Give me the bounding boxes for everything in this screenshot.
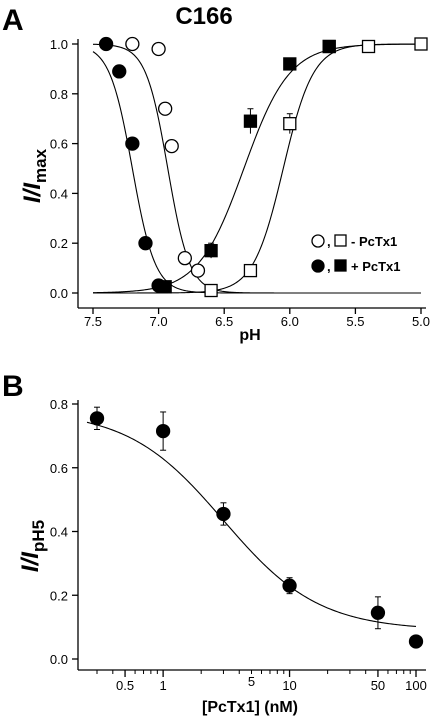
panel-a-point-open-circle: [158, 101, 173, 116]
legend-filled-circle-icon: [311, 259, 325, 273]
panel-a-point-open-square: [204, 283, 218, 298]
panel-a-x-tick-label: 6.5: [215, 314, 233, 329]
panel-a-x-tick-label: 7.0: [150, 314, 168, 329]
legend-filled-square-icon: [334, 259, 347, 272]
panel-b-point-filled-circle: [408, 634, 424, 649]
panel-b-fit-curve-line: [86, 421, 417, 628]
panel-a-y-tick-label: 0.0: [50, 286, 68, 301]
panel-b-ylabel-main: I/I: [17, 551, 44, 572]
panel-a-x-tick-label: 6.0: [281, 314, 299, 329]
legend-sep-2: ,: [327, 259, 331, 274]
panel-b-x-tick-label: 1: [160, 678, 167, 693]
panel-a-ylabel-sub: max: [31, 148, 50, 183]
panel-a-legend: , - PcTx1 , + PcTx1: [311, 234, 401, 274]
panel-a-plot: 7.5 7.0 6.5 6.0 5.5 5.0 0.0 0.2 0.4 0.6 0.8 1.0: [50, 36, 430, 329]
panel-a-point-filled-square: [204, 244, 218, 258]
panel-b-x-mid-label: 5: [248, 674, 255, 689]
panel-a-point-open-square: [361, 39, 376, 54]
panel-a-ticks: 7.5 7.0 6.5 6.0 5.5 5.0 0.0 0.2 0.4 0.6 0.8 1.0: [50, 37, 430, 329]
panel-a-data-points: [98, 36, 428, 298]
legend-sep-1: ,: [327, 234, 331, 249]
panel-b-plot: 0.5 1 10 50 100 5 0.0 0.2 0.4 0.6 0.8: [50, 397, 427, 693]
panel-a-fit-curves: [92, 43, 422, 294]
panel-b-xlabel: [PcTx1] (nM): [202, 699, 298, 716]
panel-b-ylabel-sub: pH5: [29, 520, 48, 552]
panel-a-y-tick-label: 0.4: [50, 186, 68, 201]
panel-a-point-open-square: [414, 37, 428, 51]
panel-a-point-open-square: [283, 117, 297, 131]
panel-a-point-open-square: [243, 263, 258, 278]
panel-b-point-filled-circle: [282, 578, 297, 593]
panel-b-ticks: 0.5 1 10 50 100 5 0.0 0.2 0.4 0.6 0.8: [50, 397, 427, 693]
panel-a-xlabel: pH: [239, 327, 260, 344]
panel-b-ylabel: I/IpH5: [17, 520, 48, 572]
panel-a-y-tick-label: 1.0: [50, 37, 68, 52]
panel-a-point-filled-circle: [125, 136, 140, 151]
panel-b-x-tick-label: 0.5: [116, 678, 134, 693]
panel-b-point-filled-circle: [216, 506, 231, 522]
panel-a-title: C166: [175, 3, 232, 30]
panel-b-fit-curve: [86, 421, 417, 628]
panel-a-point-open-circle: [151, 41, 166, 57]
panel-b-letter: B: [2, 370, 24, 403]
panel-a-point-filled-square: [283, 57, 297, 71]
panel-a-fit-curve-3: [93, 43, 421, 294]
panel-b-y-tick-label: 0.2: [50, 588, 68, 603]
panel-a-y-tick-label: 0.6: [50, 137, 68, 152]
panel-b-point-filled-circle: [155, 423, 171, 439]
panel-a-point-open-circle: [125, 36, 140, 52]
panel-a-ylabel-main: I/I: [19, 182, 46, 203]
panel-b-y-tick-label: 0.0: [50, 652, 68, 667]
panel-a-point-filled-square: [158, 280, 172, 294]
panel-a-x-tick-label: 5.0: [412, 314, 430, 329]
legend-open-circle-icon: [311, 234, 325, 248]
legend-label-minus: - PcTx1: [351, 234, 397, 249]
panel-a-y-tick-label: 0.8: [50, 87, 68, 102]
panel-a-x-tick-label: 7.5: [84, 314, 102, 329]
panel-a-point-filled-square: [322, 39, 336, 54]
panel-b-x-tick-label: 100: [405, 678, 427, 693]
panel-a-y-tick-label: 0.2: [50, 236, 68, 251]
panel-b-data-points: [89, 406, 424, 649]
panel-a-point-open-circle: [177, 250, 192, 266]
panel-a-letter: A: [2, 4, 24, 37]
panel-b-y-tick-label: 0.6: [50, 461, 68, 476]
panel-b-y-tick-label: 0.4: [50, 525, 68, 540]
panel-a-ylabel: I/Imax: [19, 148, 50, 203]
panel-b-point-filled-circle: [370, 605, 386, 620]
panel-a-point-filled-circle: [112, 64, 127, 79]
panel-a-point-open-circle: [190, 263, 206, 278]
legend-open-square-icon: [334, 234, 347, 247]
panel-a-point-filled-circle: [98, 36, 114, 52]
panel-a-x-tick-label: 5.5: [346, 314, 364, 329]
panel-b-point-filled-circle: [89, 411, 105, 426]
panel-a-point-open-circle: [164, 138, 179, 154]
panel-b-y-tick-label: 0.8: [50, 397, 68, 412]
panel-a-point-filled-square: [243, 114, 258, 128]
panel-a-point-filled-circle: [138, 236, 153, 251]
panel-b-x-tick-label: 10: [282, 678, 296, 693]
panel-b-x-tick-label: 50: [371, 678, 385, 693]
legend-label-plus: + PcTx1: [351, 259, 401, 274]
